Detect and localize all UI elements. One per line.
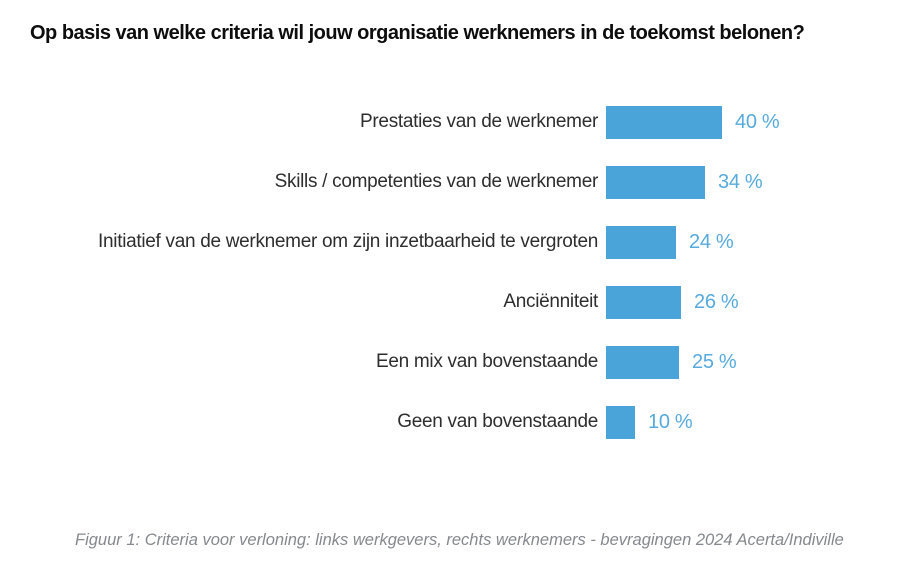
chart-row: Een mix van bovenstaande 25 % (0, 332, 900, 392)
value-label: 26 % (694, 290, 739, 313)
chart-row: Anciënniteit 26 % (0, 272, 900, 332)
chart-title: Op basis van welke criteria wil jouw org… (30, 22, 805, 44)
value-label: 40 % (735, 110, 780, 133)
chart-row: Skills / competenties van de werknemer 3… (0, 152, 900, 212)
category-label: Anciënniteit (503, 291, 598, 312)
category-label: Initiatief van de werknemer om zijn inze… (98, 231, 598, 252)
figure-caption: Figuur 1: Criteria voor verloning: links… (75, 531, 844, 549)
bar (606, 105, 722, 139)
bar (606, 165, 705, 199)
bar (606, 225, 676, 259)
chart-row: Initiatief van de werknemer om zijn inze… (0, 212, 900, 272)
value-label: 24 % (689, 230, 734, 253)
value-label: 34 % (718, 170, 763, 193)
category-label: Geen van bovenstaande (397, 411, 598, 432)
bar-chart: Prestaties van de werknemer 40 % Skills … (0, 92, 900, 452)
bar (606, 345, 679, 379)
bar (606, 285, 681, 319)
bar (606, 405, 635, 439)
category-label: Prestaties van de werknemer (360, 111, 598, 132)
chart-row: Geen van bovenstaande 10 % (0, 392, 900, 452)
value-label: 10 % (648, 410, 693, 433)
value-label: 25 % (692, 350, 737, 373)
category-label: Skills / competenties van de werknemer (274, 171, 599, 192)
chart-row: Prestaties van de werknemer 40 % (0, 92, 900, 152)
category-label: Een mix van bovenstaande (375, 351, 598, 372)
